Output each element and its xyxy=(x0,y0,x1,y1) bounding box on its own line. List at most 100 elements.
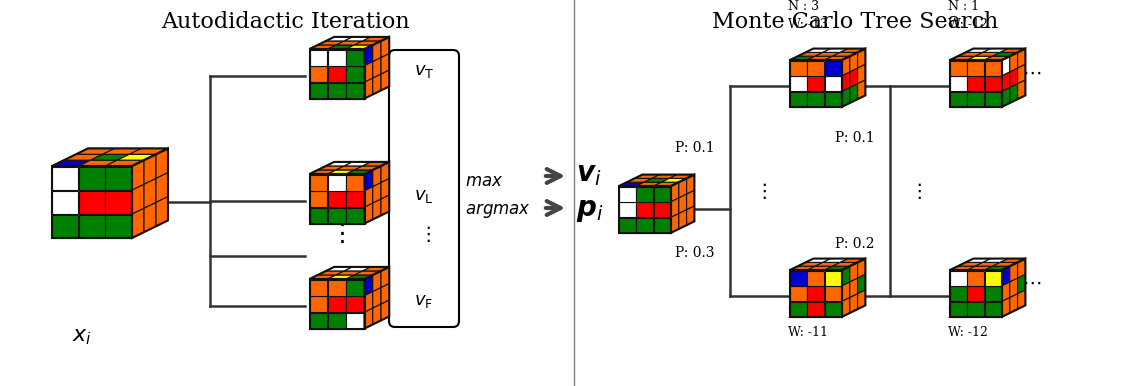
Polygon shape xyxy=(678,194,686,213)
Bar xyxy=(328,66,345,82)
Bar xyxy=(347,208,364,223)
Bar xyxy=(309,279,327,296)
Polygon shape xyxy=(1010,68,1018,87)
Bar xyxy=(309,66,327,82)
Polygon shape xyxy=(842,282,849,301)
Text: N : 10
W: -12: N : 10 W: -12 xyxy=(948,308,988,340)
Polygon shape xyxy=(52,160,91,166)
Bar xyxy=(619,218,636,233)
Polygon shape xyxy=(806,259,831,262)
Polygon shape xyxy=(365,275,373,296)
Bar xyxy=(347,83,364,98)
Polygon shape xyxy=(381,178,389,199)
Bar xyxy=(328,208,345,223)
Polygon shape xyxy=(644,178,669,182)
FancyBboxPatch shape xyxy=(389,50,459,327)
Bar xyxy=(824,302,841,317)
Polygon shape xyxy=(363,162,389,166)
Bar xyxy=(105,166,131,190)
Polygon shape xyxy=(336,271,363,275)
Polygon shape xyxy=(132,160,144,190)
Bar xyxy=(968,92,984,107)
Bar xyxy=(347,174,364,191)
Bar xyxy=(950,76,967,91)
Polygon shape xyxy=(806,49,831,52)
Polygon shape xyxy=(857,274,865,294)
Polygon shape xyxy=(857,49,865,68)
Bar xyxy=(824,271,841,286)
Polygon shape xyxy=(144,202,156,232)
Bar xyxy=(950,61,967,76)
Polygon shape xyxy=(857,80,865,99)
Bar xyxy=(347,49,364,66)
Polygon shape xyxy=(373,41,381,61)
Polygon shape xyxy=(318,271,344,275)
Polygon shape xyxy=(678,178,686,198)
Polygon shape xyxy=(355,166,381,170)
Polygon shape xyxy=(344,267,370,271)
Bar xyxy=(985,271,1002,286)
Polygon shape xyxy=(993,52,1018,56)
Text: Autodidactic Iteration: Autodidactic Iteration xyxy=(161,11,409,33)
Polygon shape xyxy=(381,267,389,288)
Polygon shape xyxy=(76,148,115,154)
Polygon shape xyxy=(824,56,849,60)
Bar xyxy=(985,286,1002,301)
Bar xyxy=(807,92,824,107)
Polygon shape xyxy=(823,259,848,262)
Text: $\vdots$: $\vdots$ xyxy=(909,181,921,201)
Polygon shape xyxy=(966,259,991,262)
Polygon shape xyxy=(381,283,389,304)
Polygon shape xyxy=(144,154,156,184)
Polygon shape xyxy=(363,37,389,41)
Bar xyxy=(968,286,984,301)
Polygon shape xyxy=(344,37,370,41)
Polygon shape xyxy=(815,262,840,266)
Bar xyxy=(985,92,1002,107)
Bar xyxy=(653,186,670,201)
Polygon shape xyxy=(117,154,156,160)
Polygon shape xyxy=(661,178,686,182)
Text: $\cdots$: $\cdots$ xyxy=(1021,64,1041,82)
Polygon shape xyxy=(132,184,144,214)
Bar xyxy=(52,166,79,190)
Polygon shape xyxy=(144,178,156,208)
Polygon shape xyxy=(365,61,373,82)
Bar xyxy=(790,92,807,107)
Polygon shape xyxy=(849,278,857,297)
Polygon shape xyxy=(966,49,991,52)
Bar xyxy=(790,286,807,301)
Polygon shape xyxy=(103,148,141,154)
Polygon shape xyxy=(983,49,1008,52)
Bar xyxy=(807,271,824,286)
Polygon shape xyxy=(842,266,849,286)
Text: $v_{\mathrm{T}}$: $v_{\mathrm{T}}$ xyxy=(414,62,434,80)
Polygon shape xyxy=(1000,49,1025,52)
Polygon shape xyxy=(336,41,363,45)
Bar xyxy=(968,302,984,317)
Polygon shape xyxy=(958,52,983,56)
Bar xyxy=(790,302,807,317)
Polygon shape xyxy=(373,304,381,325)
Bar xyxy=(347,191,364,207)
Polygon shape xyxy=(156,173,168,202)
Bar xyxy=(968,76,984,91)
Polygon shape xyxy=(653,182,678,186)
Bar xyxy=(309,49,327,66)
Bar xyxy=(807,286,824,301)
Polygon shape xyxy=(1010,84,1018,103)
Polygon shape xyxy=(373,74,381,95)
Bar xyxy=(619,186,636,201)
Polygon shape xyxy=(790,56,815,60)
Bar xyxy=(79,166,105,190)
Polygon shape xyxy=(857,64,865,84)
Polygon shape xyxy=(619,182,644,186)
Polygon shape xyxy=(985,266,1010,270)
Bar xyxy=(790,76,807,91)
Polygon shape xyxy=(132,208,144,238)
Text: P: 0.2: P: 0.2 xyxy=(834,237,874,251)
Bar xyxy=(985,61,1002,76)
Text: N : 3
W: -13: N : 3 W: -13 xyxy=(788,0,828,32)
Bar xyxy=(52,215,79,238)
Polygon shape xyxy=(365,291,373,312)
